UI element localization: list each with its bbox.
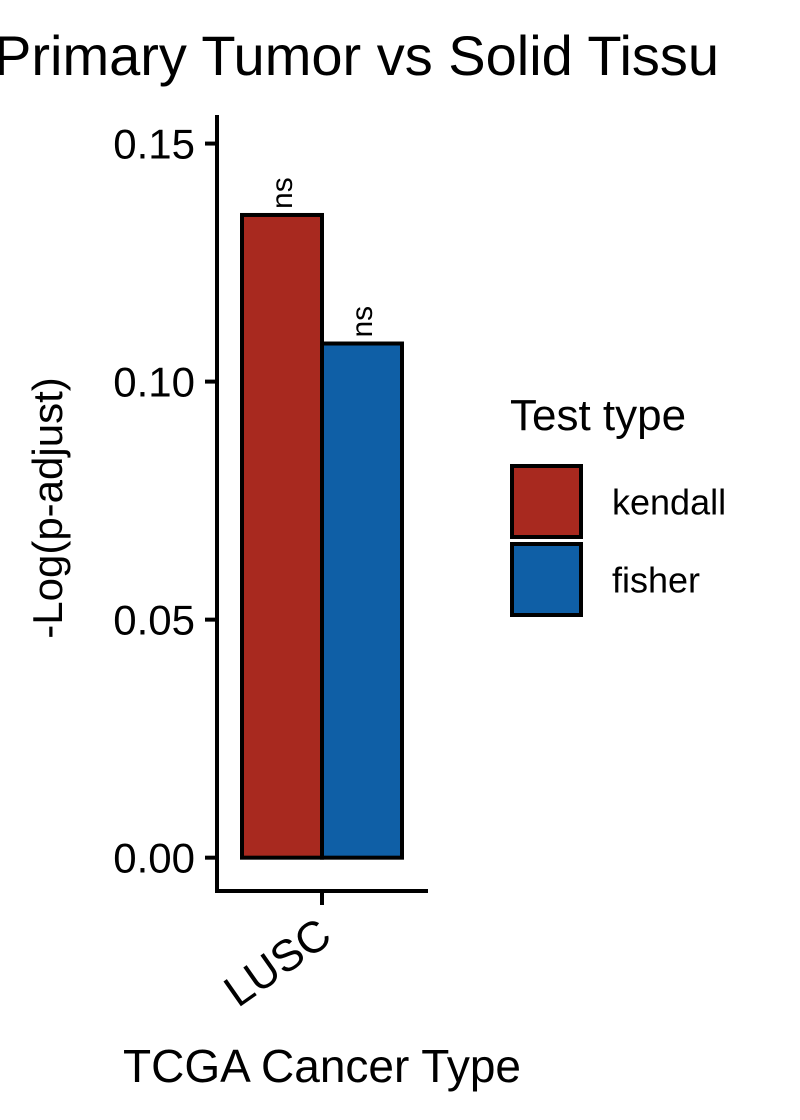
bar-annotation-kendall: ns	[266, 177, 299, 209]
x-tick-label: LUSC	[215, 909, 339, 1016]
legend: Test type kendall fisher	[510, 391, 726, 617]
y-tick-label: 0.10	[113, 359, 195, 406]
legend-key-fisher	[510, 542, 583, 617]
bar-annotations: ns ns	[266, 177, 379, 337]
y-axis-label: -Log(p-adjust)	[24, 377, 71, 638]
bar-fisher	[320, 341, 404, 860]
legend-key-kendall	[510, 464, 583, 539]
legend-items: kendall fisher	[510, 464, 726, 617]
bar-annotation-fisher: ns	[346, 306, 379, 338]
legend-label-kendall: kendall	[612, 482, 726, 523]
chart-title: Primary Tumor vs Solid Tissu	[0, 24, 719, 87]
bars-group	[240, 212, 404, 860]
y-tick-label: 0.00	[113, 835, 195, 882]
legend-title: Test type	[510, 391, 686, 440]
legend-label-fisher: fisher	[612, 560, 700, 601]
y-tick-label: 0.15	[113, 121, 195, 168]
y-axis-ticks: 0.00 0.05 0.10 0.15	[113, 121, 217, 882]
x-axis-ticks: LUSC	[215, 891, 340, 1017]
x-axis-label: TCGA Cancer Type	[123, 1040, 521, 1092]
bar-kendall	[240, 212, 324, 860]
y-tick-label: 0.05	[113, 597, 195, 644]
